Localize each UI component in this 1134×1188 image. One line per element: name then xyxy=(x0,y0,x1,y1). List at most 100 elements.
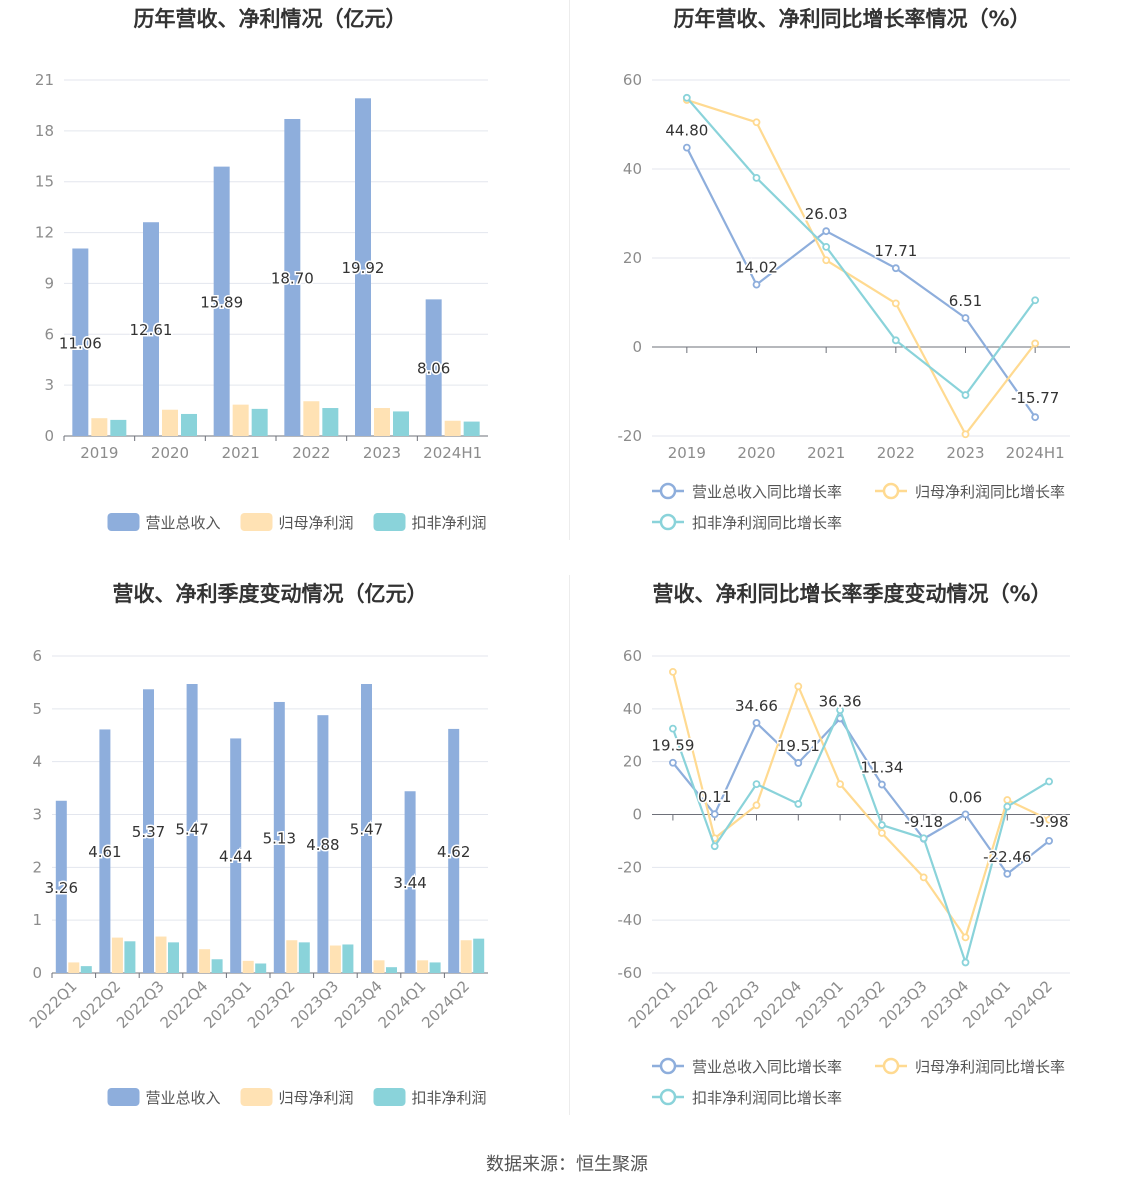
x-tick-label: 2021 xyxy=(807,444,845,462)
bar-value-label: 15.89 xyxy=(200,293,243,311)
x-tick-label: 2023Q1 xyxy=(200,977,255,1032)
y-tick-label: 18 xyxy=(35,122,54,140)
x-tick-label: 2021 xyxy=(222,444,260,462)
legend-label: 营业总收入同比增长率 xyxy=(692,483,842,501)
point-value-label: 0.11 xyxy=(698,788,731,806)
legend-swatch xyxy=(373,513,406,531)
y-tick-label: 21 xyxy=(35,71,54,89)
y-tick-label: 4 xyxy=(32,753,42,771)
data-point xyxy=(961,810,970,819)
x-tick-label: 2022 xyxy=(877,444,915,462)
legend-swatch xyxy=(240,513,273,531)
bar xyxy=(463,421,480,436)
chart-svg: 营收、净利同比增长率季度变动情况（%）-60-40-2002040602022Q… xyxy=(618,582,1071,1107)
legend-label: 归母净利润 xyxy=(279,514,354,532)
point-value-label: -15.77 xyxy=(1011,389,1059,407)
chart-svg: 营收、净利季度变动情况（亿元） 0 1 2 3 4 5 6 2022Q12022Q22022Q3… xyxy=(26,582,488,1107)
data-point xyxy=(1045,836,1054,845)
bar xyxy=(317,715,329,973)
bar-value-label: 5.47 xyxy=(175,821,208,839)
quarterly-growth-rate-chart: 营收、净利同比增长率季度变动情况（%） -60 -40 -20 0 20 40 60 2022Q… xyxy=(570,575,1134,1120)
bar-value-label: 4.44 xyxy=(219,848,252,866)
y-tick-label: 40 xyxy=(623,160,642,178)
legend-label: 归母净利润同比增长率 xyxy=(915,1058,1065,1076)
legend: 营业总收入 归母净利润 扣非净利润 xyxy=(107,1088,487,1107)
bar xyxy=(199,949,211,973)
data-point xyxy=(752,801,761,810)
x-tick-label: 2024Q1 xyxy=(375,977,430,1032)
point-value-label: 19.59 xyxy=(651,737,694,755)
y-tick-label: 0 xyxy=(632,806,642,824)
data-point xyxy=(836,706,845,715)
bar xyxy=(444,420,461,436)
vertical-divider-top xyxy=(569,0,570,540)
bar-value-label: 5.37 xyxy=(132,823,165,841)
vertical-divider-bottom xyxy=(569,575,570,1115)
y-tick-label: -60 xyxy=(618,964,643,982)
data-point xyxy=(1031,296,1040,305)
data-point xyxy=(919,834,928,843)
legend-label: 扣非净利润同比增长率 xyxy=(692,1089,842,1107)
bar-value-label: 3.44 xyxy=(393,874,426,892)
y-tick-label: 3 xyxy=(32,806,42,824)
legend-label: 扣非净利润 xyxy=(412,1089,487,1107)
bar xyxy=(155,936,167,973)
bar-series xyxy=(110,408,480,436)
legend-label: 营业总收入 xyxy=(146,514,221,532)
data-source-note: 数据来源：恒生聚源 xyxy=(486,1154,648,1175)
data-point xyxy=(1031,413,1040,422)
x-tick-label: 2023 xyxy=(946,444,984,462)
y-tick-label: 0 xyxy=(32,964,42,982)
bar xyxy=(80,966,92,973)
data-point xyxy=(1003,802,1012,811)
legend-swatch xyxy=(240,1088,273,1106)
point-value-label: 14.02 xyxy=(735,259,778,277)
legend-marker xyxy=(659,482,677,500)
data-point xyxy=(752,780,761,789)
data-point xyxy=(919,873,928,882)
line-series xyxy=(682,143,1040,422)
bar xyxy=(404,791,416,973)
data-point xyxy=(961,430,970,439)
x-tick-label: 2022Q2 xyxy=(69,977,124,1032)
series-line xyxy=(686,97,1037,397)
bar-value-label: 18.70 xyxy=(271,269,314,287)
grid-lines xyxy=(652,79,1070,437)
data-point xyxy=(752,280,761,289)
data-point xyxy=(682,143,691,152)
y-tick-label: 0 xyxy=(632,338,642,356)
bar xyxy=(181,413,197,436)
x-tick-label: 2022 xyxy=(292,444,330,462)
bar xyxy=(374,408,390,436)
bar xyxy=(386,967,397,973)
y-tick-label: 60 xyxy=(623,647,642,665)
series-line xyxy=(685,147,1037,418)
bar xyxy=(342,944,354,973)
point-value-label: -22.46 xyxy=(983,848,1031,866)
bar xyxy=(284,118,301,436)
bar xyxy=(425,299,442,436)
data-point xyxy=(891,336,900,345)
point-value-label: 34.66 xyxy=(735,697,778,715)
bar-series xyxy=(91,401,461,436)
data-point xyxy=(710,810,719,819)
point-value-label: 36.36 xyxy=(819,692,862,710)
x-tick-label: 2024Q2 xyxy=(418,977,473,1032)
bar-value-label: 19.92 xyxy=(342,259,385,277)
data-point xyxy=(794,800,803,808)
bar xyxy=(143,222,159,436)
point-value-label: -9.18 xyxy=(904,813,943,831)
data-point xyxy=(710,842,719,851)
bar-series xyxy=(68,936,472,973)
data-point xyxy=(877,821,886,829)
bar xyxy=(68,962,80,973)
chart-svg: 历年营收、净利同比增长率情况（%） -20 0 20 40 60 2019 2020 2021 2… xyxy=(618,7,1070,532)
legend-marker xyxy=(882,1057,900,1075)
bar xyxy=(303,401,320,436)
bar-series xyxy=(72,98,442,437)
legend-marker xyxy=(659,513,677,531)
point-value-label: 26.03 xyxy=(805,205,848,223)
series-line xyxy=(686,98,1037,437)
bar xyxy=(242,960,254,973)
